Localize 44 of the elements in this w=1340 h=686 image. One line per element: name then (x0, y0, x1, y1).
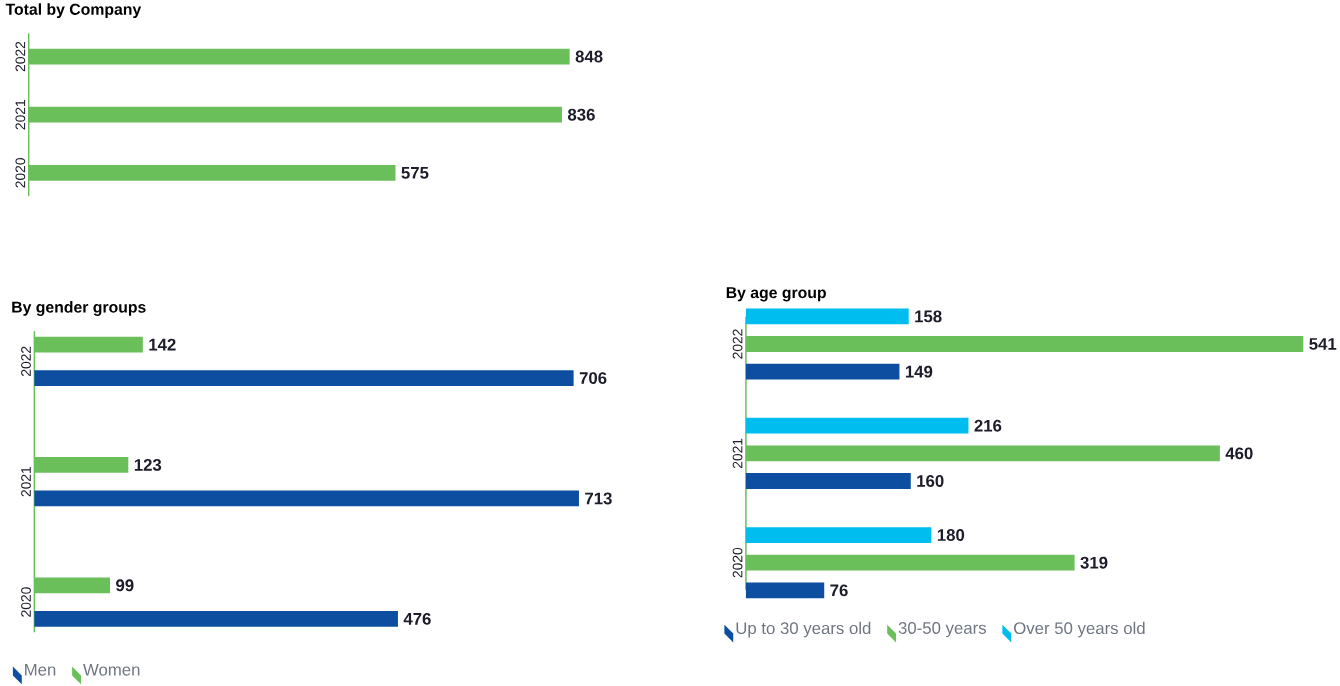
bar (745, 527, 932, 543)
data-label: 836 (567, 108, 595, 121)
data-label: 541 (1309, 338, 1337, 350)
y-tick-label: 2021 (15, 99, 26, 130)
legend-label: Women (83, 663, 140, 676)
data-label: 158 (915, 310, 942, 323)
legend-label: Over 50 years old (1014, 621, 1145, 638)
y-tick-label: 2022 (21, 346, 31, 376)
bar (34, 610, 398, 627)
legend-label: Up to 30 years old (736, 621, 871, 638)
data-label: 123 (134, 458, 162, 471)
bar (745, 363, 900, 380)
data-label: 142 (149, 338, 176, 351)
data-label: 476 (403, 612, 431, 625)
data-label: 706 (579, 372, 607, 384)
data-label: 713 (585, 492, 612, 505)
data-label: 216 (974, 419, 1002, 432)
data-label: 319 (1080, 556, 1108, 569)
data-label: 848 (575, 50, 603, 63)
y-tick-label: 2020 (732, 547, 743, 578)
data-label: 160 (917, 474, 944, 487)
data-label: 180 (937, 529, 965, 541)
data-label: 99 (116, 579, 134, 592)
data-label: 76 (830, 584, 848, 597)
bar (34, 370, 574, 386)
y-tick-label: 2020 (21, 587, 31, 617)
y-tick-label: 2022 (15, 41, 26, 72)
chart-title: Total by Company (5, 3, 142, 18)
data-label: 149 (905, 365, 933, 378)
y-tick-label: 2021 (21, 466, 31, 497)
legend-label: Men (25, 663, 56, 676)
y-tick-label: 2022 (732, 329, 743, 359)
chart-title: By age group (726, 287, 826, 302)
bar (745, 308, 909, 325)
y-tick-label: 2021 (732, 438, 743, 468)
bar (745, 472, 911, 489)
legend-label: 30-50 years (898, 621, 986, 638)
chart-title: By gender groups (12, 301, 146, 316)
bar (745, 417, 969, 434)
data-label: 575 (401, 166, 429, 179)
data-label: 460 (1225, 447, 1253, 460)
bar (745, 582, 825, 599)
bar (34, 490, 579, 507)
y-tick-label: 2020 (15, 157, 26, 188)
